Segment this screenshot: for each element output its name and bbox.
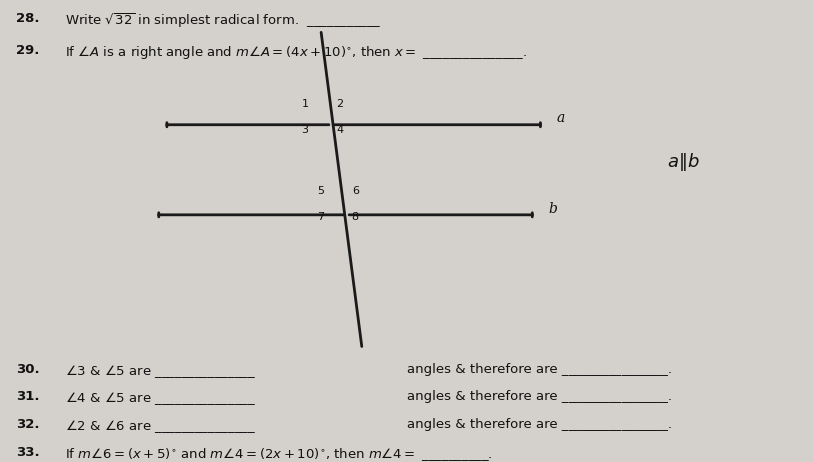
Text: 2: 2	[337, 99, 343, 109]
Text: angles & therefore are ________________.: angles & therefore are ________________.	[406, 418, 672, 431]
Text: b: b	[549, 202, 558, 216]
Text: 33.: 33.	[16, 446, 40, 459]
Text: 32.: 32.	[16, 418, 40, 431]
Text: 8: 8	[352, 212, 359, 222]
Text: angles & therefore are ________________.: angles & therefore are ________________.	[406, 390, 672, 403]
Text: 3: 3	[302, 125, 308, 135]
Text: $\angle 4$ & $\angle 5$ are _______________: $\angle 4$ & $\angle 5$ are ____________…	[65, 390, 256, 407]
Text: 31.: 31.	[16, 390, 40, 403]
Text: 4: 4	[337, 125, 343, 135]
Text: If $m\angle 6 = (x + 5)^{\circ}$ and $m\angle 4 = (2x + 10)^{\circ}$, then $m\an: If $m\angle 6 = (x + 5)^{\circ}$ and $m\…	[65, 446, 493, 462]
Text: 6: 6	[352, 186, 359, 196]
Text: 28.: 28.	[16, 12, 40, 24]
Text: $a \| b$: $a \| b$	[667, 151, 699, 173]
Text: 1: 1	[302, 99, 308, 109]
Text: 5: 5	[318, 186, 324, 196]
Text: 7: 7	[318, 212, 324, 222]
Text: If $\angle A$ is a right angle and $m\angle A = (4x + 10)^{\circ}$, then $x =$ _: If $\angle A$ is a right angle and $m\an…	[65, 44, 527, 61]
Text: 30.: 30.	[16, 363, 40, 376]
Text: 29.: 29.	[16, 44, 40, 57]
Text: $\angle 3$ & $\angle 5$ are _______________: $\angle 3$ & $\angle 5$ are ____________…	[65, 363, 256, 380]
Text: Write $\sqrt{32}$ in simplest radical form.  ___________: Write $\sqrt{32}$ in simplest radical fo…	[65, 12, 381, 30]
Text: angles & therefore are ________________.: angles & therefore are ________________.	[406, 363, 672, 376]
Text: a: a	[557, 111, 565, 125]
Text: $\angle 2$ & $\angle 6$ are _______________: $\angle 2$ & $\angle 6$ are ____________…	[65, 418, 256, 435]
